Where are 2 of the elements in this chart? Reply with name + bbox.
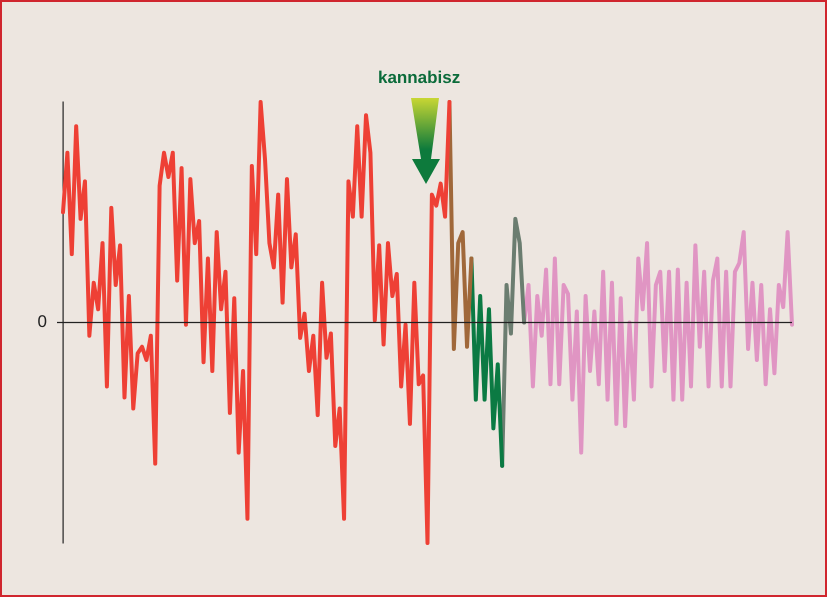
ref-line-label: 0 [38, 312, 47, 332]
text: kannabisz [378, 68, 460, 88]
